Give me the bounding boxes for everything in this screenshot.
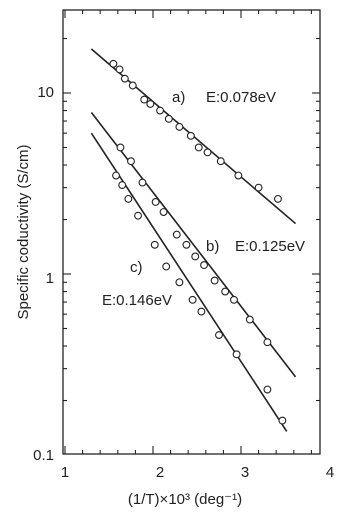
fit-line-series-c [90, 132, 288, 432]
data-points [109, 59, 287, 425]
data-point-series-b [221, 287, 230, 296]
data-point-series-b [182, 240, 191, 249]
data-point-series-b [200, 261, 208, 270]
data-point-series-a [234, 171, 243, 180]
series-b-energy: E:0.125eV [235, 238, 305, 255]
data-point-series-b [151, 198, 160, 206]
data-point-series-b [172, 230, 181, 239]
series-b-label: b) [206, 238, 219, 255]
data-point-series-c [134, 211, 142, 220]
fit-line-series-b [90, 112, 297, 378]
series-a-label: a) [172, 89, 185, 106]
data-point-series-a [194, 143, 203, 152]
data-point-series-c [278, 416, 287, 425]
data-point-series-b [230, 295, 238, 304]
x-tick-label-4: 4 [326, 464, 334, 481]
data-point-series-a [254, 183, 263, 192]
data-point-series-c [197, 307, 206, 316]
data-point-series-b [138, 178, 147, 187]
y-axis-label: Specific coductivity (S/cm) [15, 144, 32, 319]
data-point-series-a [115, 65, 124, 74]
data-point-series-b [116, 143, 125, 152]
data-point-series-c [162, 262, 171, 271]
y-tick-label-1: 1 [46, 270, 54, 287]
data-point-series-a [109, 59, 118, 68]
data-point-series-a [120, 74, 129, 83]
x-axis-label: (1/T)×10³ (deg⁻¹) [128, 491, 242, 508]
data-point-series-a [175, 122, 184, 131]
plot-frame [62, 9, 321, 455]
ticks [63, 10, 320, 454]
x-tick-label-3: 3 [241, 464, 249, 481]
data-point-series-a [216, 157, 225, 166]
data-point-series-b [263, 338, 272, 347]
data-point-series-c [124, 194, 133, 203]
x-tick-label-2: 2 [156, 464, 164, 481]
x-tick-label-1: 1 [61, 464, 69, 481]
data-point-series-a [164, 114, 173, 123]
series-a-energy: E:0.078eV [206, 89, 276, 106]
data-point-series-c [188, 295, 197, 304]
series-c-energy: E:0.146eV [102, 292, 172, 309]
data-point-series-c [150, 240, 159, 249]
data-point-series-c [118, 181, 127, 190]
data-point-series-c [263, 385, 272, 394]
y-tick-label-0.1: 0.1 [33, 447, 54, 464]
data-point-series-b [127, 157, 135, 166]
data-point-series-a [274, 194, 282, 203]
data-point-series-b [210, 276, 219, 285]
data-point-series-c [232, 350, 241, 359]
y-tick-label-10: 10 [37, 84, 54, 101]
data-point-series-a [156, 106, 164, 115]
data-point-series-a [146, 99, 155, 108]
data-point-series-b [245, 315, 254, 324]
data-point-series-b [159, 208, 168, 216]
data-point-series-c [112, 171, 120, 180]
data-point-series-a [140, 95, 149, 104]
data-point-series-a [128, 81, 137, 90]
data-point-series-a [186, 131, 195, 140]
data-point-series-b [191, 252, 200, 261]
data-point-series-c [175, 278, 184, 287]
series-c-label: c) [130, 259, 143, 276]
data-point-series-a [203, 148, 212, 157]
data-point-series-c [215, 331, 223, 339]
